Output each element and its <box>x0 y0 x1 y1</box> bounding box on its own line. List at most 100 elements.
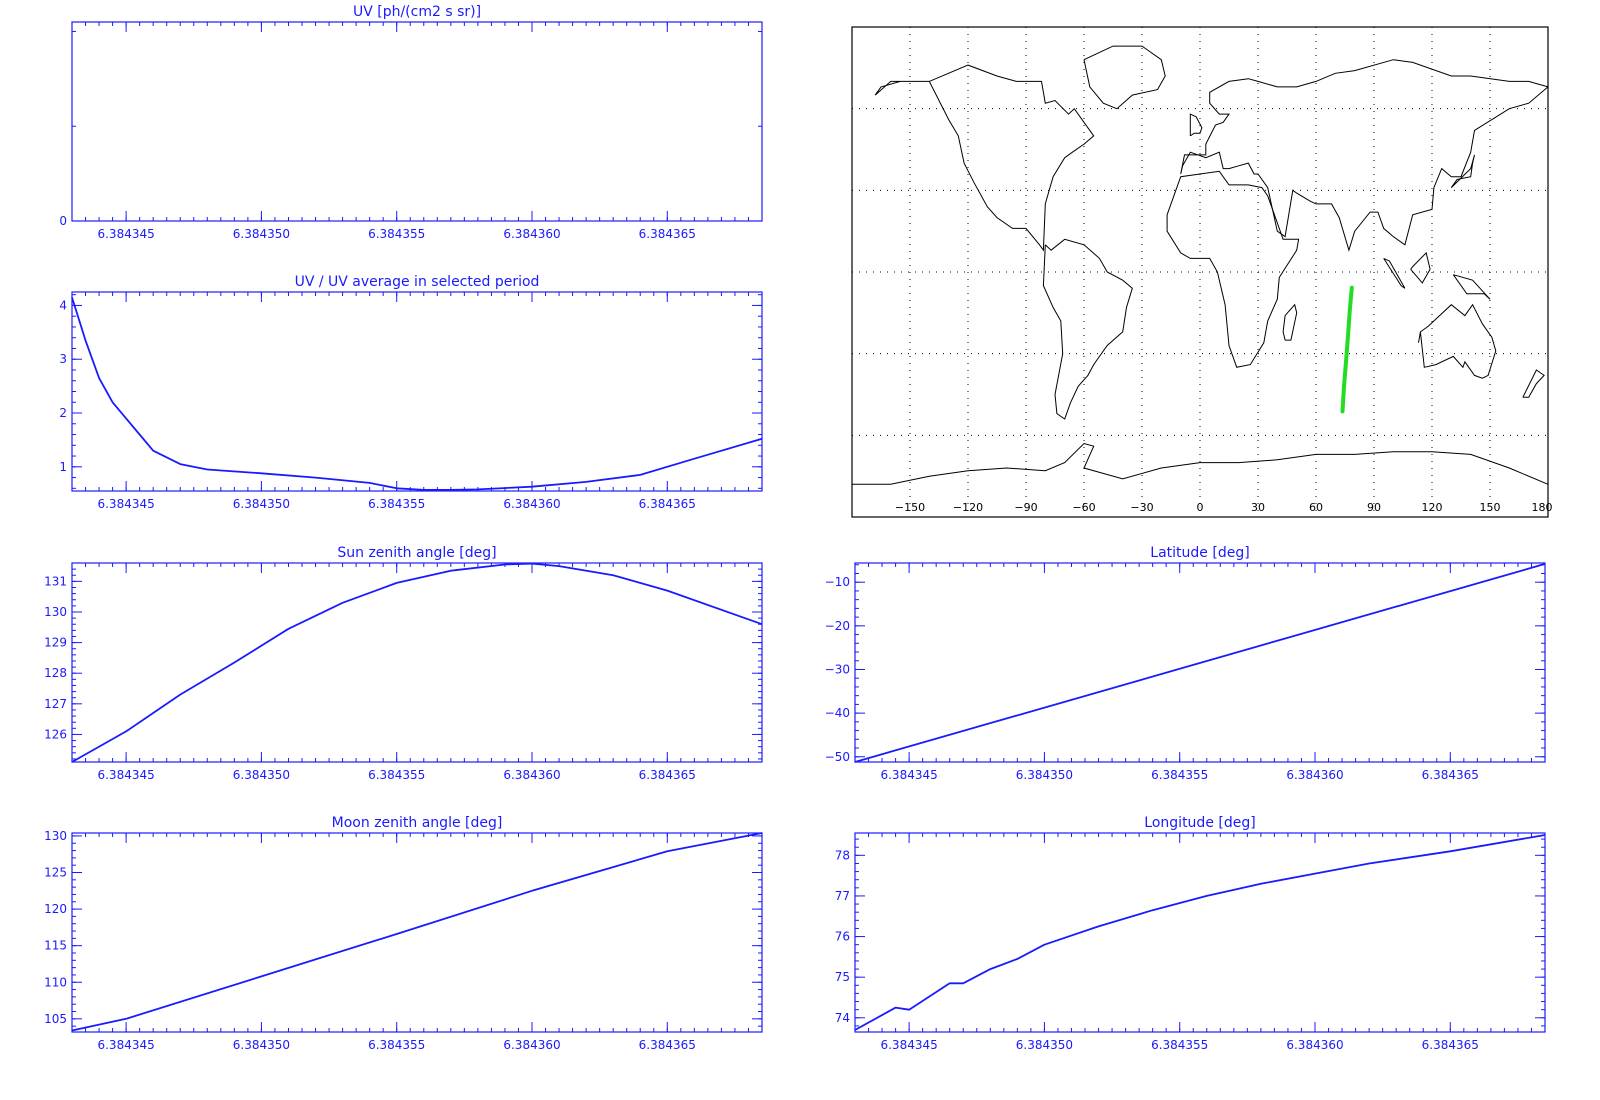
lon-tick-label: 0 <box>1197 501 1204 514</box>
x-tick-label: 6.384345 <box>97 497 154 511</box>
y-tick-label: 1 <box>59 460 67 474</box>
series-line <box>854 834 1546 1031</box>
x-tick-label: 6.384365 <box>639 768 696 782</box>
coastline-borneo <box>1410 251 1431 284</box>
lon-tick-label: 90 <box>1367 501 1381 514</box>
series-line <box>71 297 763 491</box>
x-tick-label: 6.384345 <box>880 768 937 782</box>
chart-title: Latitude [deg] <box>1150 545 1249 561</box>
x-tick-label: 6.384350 <box>233 497 290 511</box>
x-tick-label: 6.384345 <box>97 768 154 782</box>
y-tick-label: 2 <box>59 406 67 420</box>
y-tick-label: −10 <box>825 575 850 589</box>
series-line <box>854 563 1546 763</box>
y-tick-label: −40 <box>825 706 850 720</box>
x-tick-label: 6.384345 <box>97 1038 154 1052</box>
ground-track <box>1340 285 1354 414</box>
y-tick-label: 105 <box>44 1012 67 1026</box>
y-tick-label: −30 <box>825 662 850 676</box>
plot-frame <box>71 562 763 763</box>
lon-tick-label: 180 <box>1532 501 1553 514</box>
coastline-uk <box>1189 113 1203 137</box>
y-tick-label: 4 <box>59 298 67 312</box>
plot-frame <box>71 21 763 222</box>
coastline-antarctica <box>852 442 1549 485</box>
x-tick-label: 6.384350 <box>233 768 290 782</box>
y-tick-label: 130 <box>44 605 67 619</box>
chart-moon_zenith: Moon zenith angle [deg] 6.384345 6.384350 6… <box>44 815 763 1052</box>
x-tick-label: 6.384355 <box>368 497 425 511</box>
x-tick-label: 6.384365 <box>639 227 696 241</box>
lon-tick-label: −90 <box>1014 501 1037 514</box>
chart-title: Moon zenith angle [deg] <box>332 815 503 831</box>
lon-tick-label: 60 <box>1309 501 1323 514</box>
chart-longitude: Longitude [deg] 6.384345 6.384350 6.384355 6… <box>835 815 1546 1052</box>
x-tick-label: 6.384360 <box>1286 1038 1343 1052</box>
chart-title: Longitude [deg] <box>1144 815 1255 831</box>
y-tick-label: 115 <box>44 939 67 953</box>
x-tick-label: 6.384350 <box>233 227 290 241</box>
coastline-madagascar <box>1282 303 1298 341</box>
lon-tick-label: −120 <box>953 501 983 514</box>
y-tick-label: 129 <box>44 636 67 650</box>
x-tick-label: 6.384365 <box>639 497 696 511</box>
y-tick-label: 76 <box>835 930 850 944</box>
y-tick-label: 77 <box>835 889 850 903</box>
series-line <box>71 562 763 763</box>
coastline-eurasia <box>1180 59 1550 252</box>
plot-frame <box>71 832 763 1033</box>
y-tick-label: 126 <box>44 727 67 741</box>
y-tick-label: 110 <box>44 975 67 989</box>
y-tick-label: 128 <box>44 666 67 680</box>
y-tick-label: 75 <box>835 970 850 984</box>
lon-tick-label: 30 <box>1251 501 1265 514</box>
x-tick-label: 6.384365 <box>639 1038 696 1052</box>
world-map: −150 −120 −90 −60 −30 0 30 60 90 120 150 180 <box>851 26 1553 518</box>
x-tick-label: 6.384355 <box>368 1038 425 1052</box>
x-tick-label: 6.384350 <box>1016 1038 1073 1052</box>
coastline-japan <box>1450 154 1475 188</box>
chart-title: Sun zenith angle [deg] <box>337 545 496 561</box>
y-tick-label: 3 <box>59 352 67 366</box>
y-tick-label: −50 <box>825 750 850 764</box>
coastline-australia <box>1418 303 1497 379</box>
y-tick-label: 127 <box>44 697 67 711</box>
x-tick-label: 6.384355 <box>368 768 425 782</box>
y-tick-label: 125 <box>44 866 67 880</box>
lon-tick-label: −150 <box>895 501 925 514</box>
x-tick-label: 6.384360 <box>503 768 560 782</box>
coastline-new-zealand <box>1522 369 1545 398</box>
x-tick-label: 6.384360 <box>503 497 560 511</box>
x-tick-label: 6.384355 <box>368 227 425 241</box>
lon-tick-label: 150 <box>1480 501 1501 514</box>
x-tick-label: 6.384365 <box>1422 768 1479 782</box>
y-tick-label: 130 <box>44 829 67 843</box>
plot-frame <box>854 562 1546 763</box>
x-tick-label: 6.384345 <box>97 227 154 241</box>
chart-title: UV [ph/(cm2 s sr)] <box>353 4 481 20</box>
y-tick-label: 131 <box>44 574 67 588</box>
lon-tick-label: −30 <box>1130 501 1153 514</box>
y-tick-label: 78 <box>835 848 850 862</box>
x-tick-label: 6.384365 <box>1422 1038 1479 1052</box>
lon-tick-label: −60 <box>1072 501 1095 514</box>
coastline-sumatra <box>1383 257 1406 289</box>
x-tick-label: 6.384360 <box>503 227 560 241</box>
y-tick-label: 74 <box>835 1011 850 1025</box>
y-tick-label: −20 <box>825 619 850 633</box>
y-tick-label: 120 <box>44 902 67 916</box>
chart-latitude: Latitude [deg] 6.384345 6.384350 6.384355 6.… <box>825 545 1546 782</box>
x-tick-label: 6.384355 <box>1151 768 1208 782</box>
x-tick-label: 6.384360 <box>503 1038 560 1052</box>
x-tick-label: 6.384360 <box>1286 768 1343 782</box>
coastline-new-guinea <box>1452 274 1491 300</box>
chart-uv: UV [ph/(cm2 s sr)] 6.384345 6.384350 6.3843… <box>59 4 763 241</box>
y-tick-label: 0 <box>59 214 67 228</box>
coastline-greenland <box>1083 45 1166 110</box>
chart-uv_ratio: UV / UV average in selected period 6.3843… <box>59 274 763 511</box>
coastline-africa <box>1166 170 1300 368</box>
x-tick-label: 6.384350 <box>1016 768 1073 782</box>
x-tick-label: 6.384345 <box>880 1038 937 1052</box>
plot-frame <box>854 832 1546 1033</box>
